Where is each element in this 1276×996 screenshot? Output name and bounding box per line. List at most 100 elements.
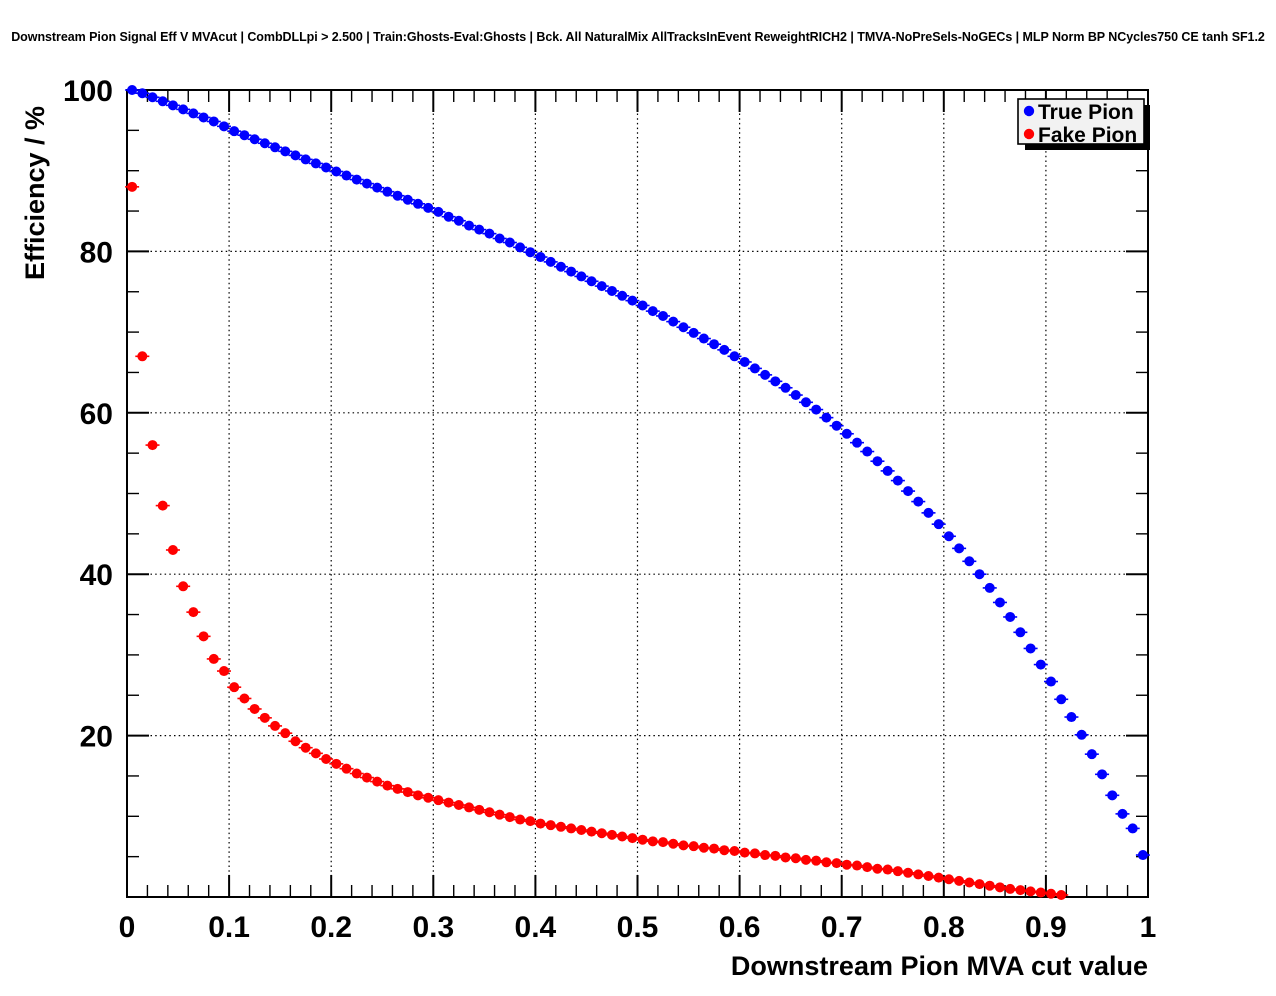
data-point-marker <box>739 356 750 367</box>
data-point-marker <box>862 446 873 457</box>
data-point-marker <box>678 840 689 851</box>
data-point-marker <box>627 295 638 306</box>
data-point-marker <box>913 496 924 507</box>
data-point-marker <box>1137 850 1148 861</box>
data-point-marker <box>933 872 944 883</box>
data-point-marker <box>270 720 281 731</box>
legend-entry-true-pion[interactable]: True Pion <box>1023 101 1134 124</box>
data-point-marker <box>831 420 842 431</box>
data-point-marker <box>392 190 403 201</box>
x-axis-tick-label: 0.5 <box>617 911 659 944</box>
data-point-marker <box>188 607 199 618</box>
data-point-marker <box>310 748 321 759</box>
data-point-marker <box>637 834 648 845</box>
data-point-marker <box>974 569 985 580</box>
data-point-marker <box>412 790 423 801</box>
data-point-marker <box>698 842 709 853</box>
data-point-marker <box>974 879 985 890</box>
data-point-marker <box>555 261 566 272</box>
data-point-marker <box>290 736 301 747</box>
data-point-marker <box>658 310 669 321</box>
data-point-marker <box>709 843 720 854</box>
data-point-marker <box>749 848 760 859</box>
data-point-marker <box>494 233 505 244</box>
data-point-marker <box>627 833 638 844</box>
tick-labels-layer: 0 0.1 0.2 0.3 0.4 0.5 0.6 0.7 0.8 0.9 1 20 40 60 80 100 <box>63 75 1156 944</box>
data-point-marker <box>361 178 372 189</box>
legend-label-fake-pion: Fake Pion <box>1038 124 1137 147</box>
data-point-marker <box>566 266 577 277</box>
x-axis-tick-label: 0.2 <box>310 911 352 944</box>
data-point-marker <box>811 855 822 866</box>
page-title: Downstream Pion Signal Eff V MVAcut | Co… <box>11 30 1265 44</box>
data-point-marker <box>923 507 934 518</box>
data-point-marker <box>790 390 801 401</box>
data-point-marker <box>617 831 628 842</box>
data-point-marker <box>943 531 954 542</box>
legend-background <box>1017 98 1145 145</box>
x-axis-tick-label: 1 <box>1140 911 1157 944</box>
data-point-marker <box>872 456 883 467</box>
y-axis-tick-label: 40 <box>80 559 113 592</box>
data-point-marker <box>698 333 709 344</box>
data-point-marker <box>515 814 526 825</box>
data-point-marker <box>127 181 138 192</box>
data-point-marker <box>821 412 832 423</box>
data-point-marker <box>647 836 658 847</box>
data-point-marker <box>259 712 270 723</box>
data-point-marker <box>178 581 189 592</box>
data-point-marker <box>198 112 209 123</box>
data-point-marker <box>382 186 393 197</box>
data-point-marker <box>137 88 148 99</box>
data-point-marker <box>821 857 832 868</box>
data-point-marker <box>147 92 158 103</box>
data-point-marker <box>361 772 372 783</box>
data-point-marker <box>841 428 852 439</box>
legend-marker-icon-fake-pion <box>1023 128 1035 140</box>
data-point-marker <box>412 198 423 209</box>
data-point-marker <box>606 829 617 840</box>
data-point-marker <box>1005 883 1016 894</box>
data-point-marker <box>770 850 781 861</box>
data-point-marker <box>1035 887 1046 898</box>
x-axis-tick-label: 0.9 <box>1025 911 1067 944</box>
data-point-marker <box>903 867 914 878</box>
x-axis-title: Downstream Pion MVA cut value <box>731 951 1148 981</box>
data-point-marker <box>943 874 954 885</box>
data-point-marker <box>1015 627 1026 638</box>
legend-label-true-pion: True Pion <box>1038 101 1134 124</box>
data-point-marker <box>668 316 679 327</box>
data-point-marker <box>1046 676 1057 687</box>
data-point-marker <box>208 653 219 664</box>
data-point-marker <box>719 344 730 355</box>
data-point-marker <box>504 812 515 823</box>
data-point-marker <box>525 816 536 827</box>
y-axis-tick-label: 80 <box>80 236 113 269</box>
data-point-marker <box>831 858 842 869</box>
data-point-marker <box>178 104 189 115</box>
ticks-layer <box>126 89 1149 898</box>
data-point-marker <box>280 146 291 157</box>
data-point-marker <box>688 327 699 338</box>
data-point-marker <box>668 838 679 849</box>
series-true-pion <box>125 85 1150 861</box>
data-point-marker <box>555 821 566 832</box>
data-point-marker <box>1127 823 1138 834</box>
data-point-marker <box>433 206 444 217</box>
data-point-marker <box>576 271 587 282</box>
data-point-marker <box>780 852 791 863</box>
data-point-marker <box>1015 885 1026 896</box>
data-point-marker <box>892 866 903 877</box>
legend-entry-fake-pion[interactable]: Fake Pion <box>1023 124 1137 147</box>
data-point-marker <box>382 780 393 791</box>
legend[interactable]: True Pion Fake Pion <box>1017 98 1150 150</box>
data-point-marker <box>882 864 893 875</box>
data-point-marker <box>239 130 250 141</box>
data-point-marker <box>1025 643 1036 654</box>
data-point-marker <box>127 85 138 95</box>
data-point-marker <box>321 754 332 765</box>
data-point-marker <box>852 860 863 871</box>
data-point-marker <box>964 556 975 567</box>
data-point-marker <box>167 100 178 111</box>
